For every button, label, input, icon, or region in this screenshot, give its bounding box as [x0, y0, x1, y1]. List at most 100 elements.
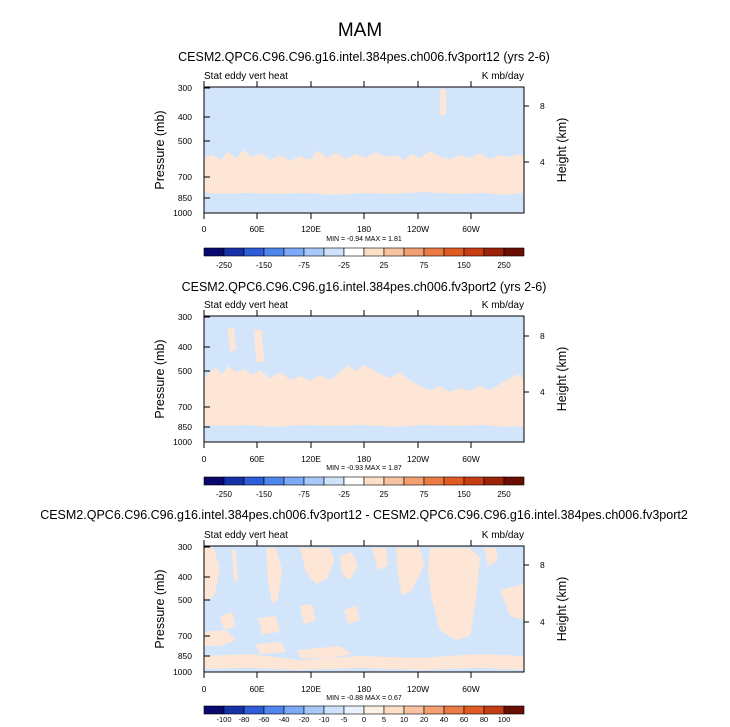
panel-2-right-label: K mb/day [482, 300, 524, 311]
panel-3-rtick-label: 8 [540, 560, 545, 570]
panel-2-rtick-4: 4 [524, 387, 545, 397]
panel-3-cbar-label: -5 [341, 715, 348, 724]
panel-2-cbar-label: 250 [497, 490, 511, 499]
panel-2-ytick-1000: 1000 [173, 437, 192, 447]
panel-2-xtick-label: 0 [202, 454, 207, 464]
panel-1-xtick-label: 120W [407, 224, 429, 234]
panel-3-ytick-1000: 1000 [173, 667, 192, 677]
panel-3-cbar-label: -10 [319, 715, 330, 724]
panel-2-xtick-label: 60E [249, 454, 264, 464]
panel-3-cbar-label: 40 [440, 715, 448, 724]
colorbar-swatch [363, 705, 385, 715]
colorbar-swatch [203, 247, 225, 257]
panel-3-ytick-label: 850 [178, 651, 192, 661]
panel-3-cbar-label: -80 [239, 715, 250, 724]
panel-2: CESM2.QPC6.C96.C96.g16.intel.384pes.ch00… [153, 280, 569, 499]
panel-1-rtick-4: 4 [524, 157, 545, 167]
panel-1-cbar-label: -75 [298, 261, 310, 270]
panel-3-cbar-label: 60 [460, 715, 468, 724]
panel-2-positive-band [204, 365, 524, 427]
panel-3-left-label: Stat eddy vert heat [204, 530, 288, 541]
panel-2-xticks [203, 310, 472, 448]
panel-1: CESM2.QPC6.C96.C96.g16.intel.384pes.ch00… [153, 50, 569, 270]
panel-3: CESM2.QPC6.C96.C96.g16.intel.384pes.ch00… [40, 508, 688, 724]
panel-1-ytick-1000: 1000 [173, 208, 192, 218]
panel-1-cbar-label: 150 [457, 261, 471, 270]
panel-2-ytick-label: 1000 [173, 437, 192, 447]
colorbar-swatch [323, 705, 345, 715]
panel-2-cbar-label: 150 [457, 490, 471, 499]
colorbar-swatch [303, 247, 325, 257]
panel-2-ytick-300: 300 [178, 312, 210, 322]
panel-1-colorbar-labels: -250 -150 -75 -25 25 75 150 250 [216, 261, 511, 270]
colorbar-swatch [463, 705, 485, 715]
panel-1-positive-band [204, 150, 524, 195]
panel-1-ytick-label: 850 [178, 193, 192, 203]
panel-1-cbar-label: -150 [256, 261, 273, 270]
colorbar-swatch [263, 247, 285, 257]
panel-3-positive-regions [204, 548, 524, 670]
panel-3-xtick-label: 0 [202, 684, 207, 694]
panel-1-ylabel-right: Height (km) [555, 118, 569, 183]
panel-1-title: CESM2.QPC6.C96.C96.g16.intel.384pes.ch00… [178, 50, 550, 64]
colorbar-swatch [443, 476, 465, 486]
colorbar-swatch [303, 705, 325, 715]
panel-1-ytick-500: 500 [178, 136, 210, 146]
panel-3-ytick-500: 500 [178, 595, 210, 605]
panel-1-ytick-label: 300 [178, 83, 192, 93]
panel-2-ytick-label: 700 [178, 402, 192, 412]
colorbar-swatch [323, 476, 345, 486]
panel-2-ytick-400: 400 [178, 342, 210, 352]
panel-3-rtick-4: 4 [524, 617, 545, 627]
colorbar-swatch [483, 247, 505, 257]
panel-3-cbar-label: -60 [259, 715, 270, 724]
panel-3-rtick-label: 4 [540, 617, 545, 627]
panel-3-cbar-label: 100 [498, 715, 511, 724]
colorbar-swatch [203, 705, 225, 715]
panel-3-ytick-label: 300 [178, 542, 192, 552]
panel-1-cbar-label: 75 [420, 261, 429, 270]
panel-1-ytick-label: 500 [178, 136, 192, 146]
panel-2-colorbar-labels: -250 -150 -75 -25 25 75 150 250 [216, 490, 511, 499]
panel-2-ytick-label: 400 [178, 342, 192, 352]
panel-2-cbar-label: -25 [338, 490, 350, 499]
panel-2-cbar-label: 75 [420, 490, 429, 499]
panel-2-positive-streak-a [228, 328, 236, 352]
colorbar-swatch [403, 476, 425, 486]
panel-2-ytick-label: 300 [178, 312, 192, 322]
panel-3-xticks [203, 540, 472, 678]
panel-2-ytick-700: 700 [178, 402, 210, 412]
colorbar-swatch [203, 476, 225, 486]
panel-1-xtick-label: 0 [202, 224, 207, 234]
colorbar-swatch [443, 247, 465, 257]
page-title: MAM [338, 20, 382, 41]
panel-1-left-label: Stat eddy vert heat [204, 71, 288, 82]
colorbar-swatch [223, 247, 245, 257]
panel-1-field-background [204, 87, 524, 213]
colorbar-swatch [283, 705, 305, 715]
panel-3-ytick-label: 700 [178, 631, 192, 641]
panel-2-xtick-label: 180 [357, 454, 371, 464]
panel-2-cbar-label: 25 [380, 490, 389, 499]
panel-1-cbar-label: 250 [497, 261, 511, 270]
panel-2-xtick-label: 120E [301, 454, 321, 464]
colorbar-swatch [283, 247, 305, 257]
panel-3-cbar-label: -20 [299, 715, 310, 724]
panel-1-xtick-label: 60W [462, 224, 479, 234]
colorbar-swatch [323, 247, 345, 257]
panel-1-ylabel: Pressure (mb) [153, 110, 167, 189]
panel-1-rtick-label: 4 [540, 157, 545, 167]
panel-3-ytick-label: 400 [178, 572, 192, 582]
colorbar-swatch [423, 476, 445, 486]
colorbar-swatch [223, 705, 245, 715]
panel-1-positive-streak [440, 89, 446, 115]
panel-1-xtick-label: 120E [301, 224, 321, 234]
panel-2-ytick-500: 500 [178, 366, 210, 376]
colorbar-swatch [263, 476, 285, 486]
panel-1-minmax: MIN = -0.94 MAX = 1.81 [326, 236, 402, 243]
panel-3-colorbar [203, 705, 525, 715]
panel-3-cbar-label: 80 [480, 715, 488, 724]
colorbar-swatch [423, 247, 445, 257]
colorbar-swatch [383, 476, 405, 486]
